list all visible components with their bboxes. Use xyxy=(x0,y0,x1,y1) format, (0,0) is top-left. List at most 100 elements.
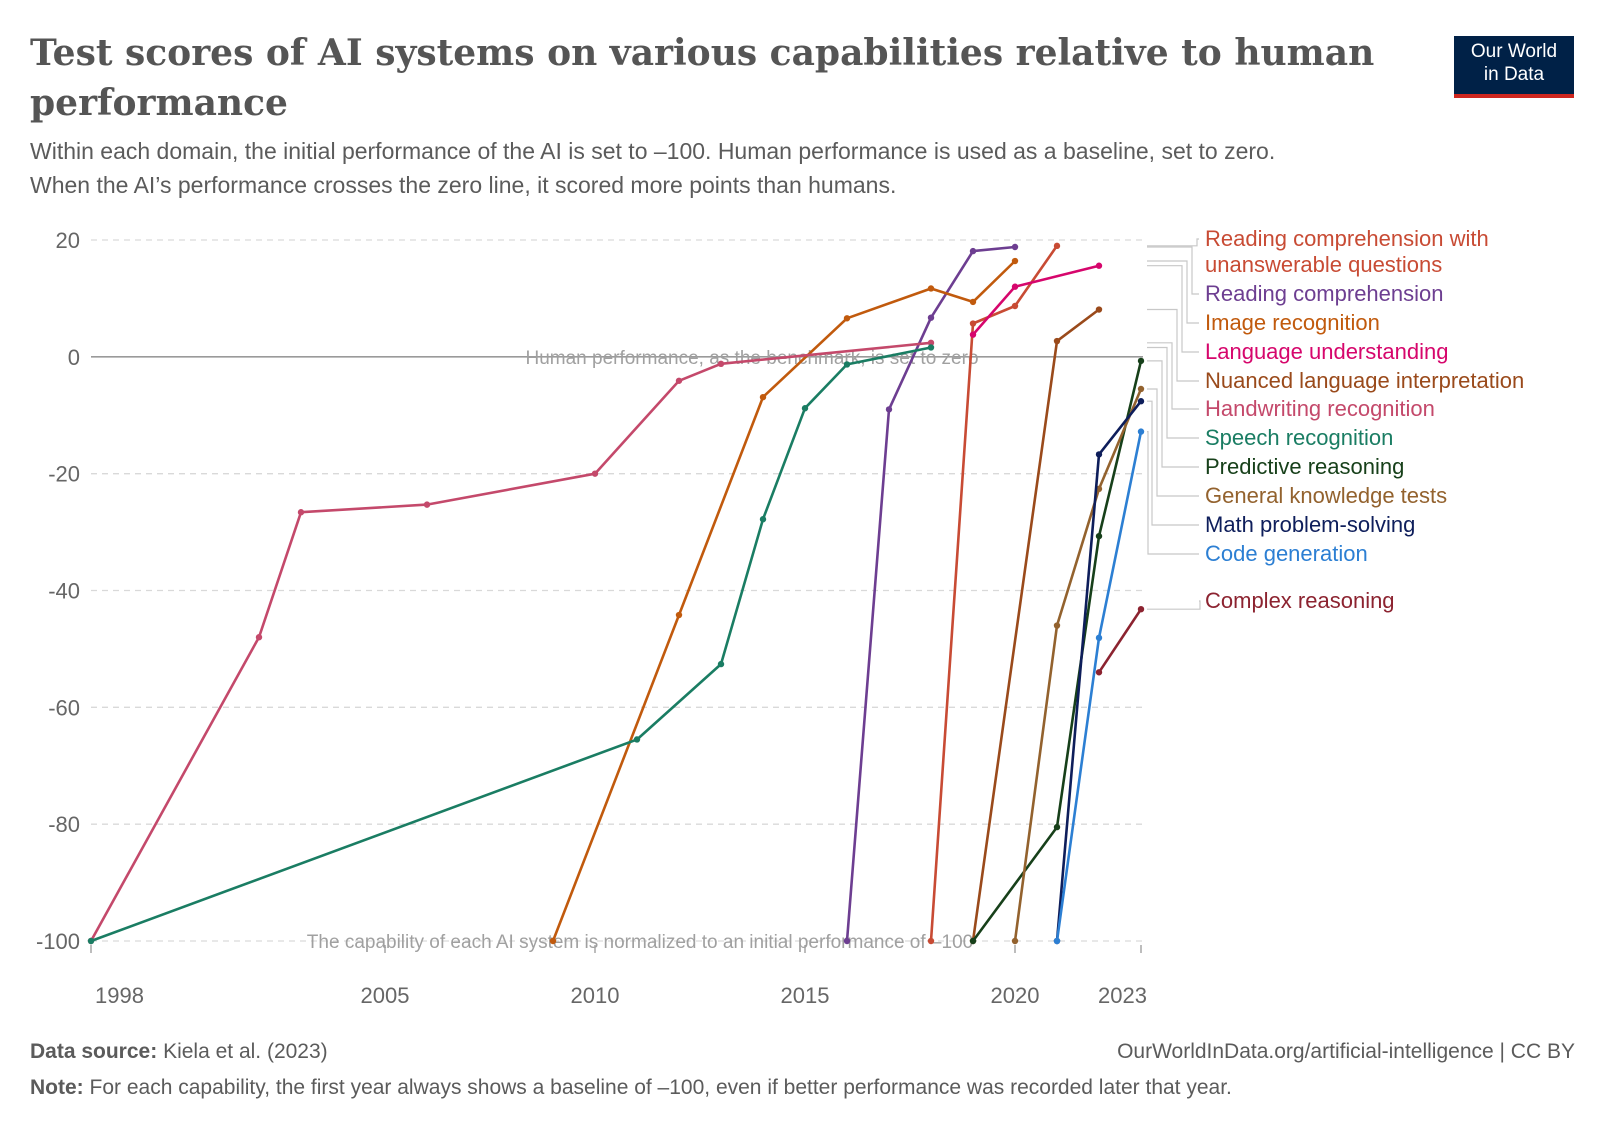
y-tick-label: -100 xyxy=(36,929,80,954)
legend-connector xyxy=(1147,265,1199,353)
data-point-code-generation xyxy=(1137,428,1145,435)
source-label: Data source: xyxy=(30,1040,158,1063)
data-point-speech-recognition xyxy=(633,736,641,743)
human-performance-annotation: Human performance, as the benchmark, is … xyxy=(525,348,978,369)
legend-label-complex-reasoning: Complex reasoning xyxy=(1205,588,1395,613)
baseline-annotation: The capability of each AI system is norm… xyxy=(307,932,973,953)
data-point-predictive-reasoning xyxy=(1095,532,1103,540)
y-tick-label: -40 xyxy=(48,579,80,604)
data-point-speech-recognition xyxy=(87,937,95,945)
data-point-image-recognition xyxy=(675,611,683,619)
x-tick-label: 2005 xyxy=(361,983,410,1008)
legend-label-reading-comprehension-with-unanswerable-questions: Reading comprehension with unanswerable q… xyxy=(1205,226,1489,277)
legend-label-handwriting-recognition: Handwriting recognition xyxy=(1205,396,1435,421)
data-point-image-recognition xyxy=(549,937,557,945)
data-point-code-generation xyxy=(1053,937,1061,945)
source-url[interactable]: OurWorldInData.org/artificial-intelligen… xyxy=(1117,1040,1575,1063)
legend-connector xyxy=(1147,342,1199,410)
data-point-reading-comprehension xyxy=(843,937,851,945)
logo-line-2: in Data xyxy=(1483,64,1545,85)
legend-label-reading-comprehension: Reading comprehension xyxy=(1205,281,1444,306)
legend-label-general-knowledge-tests: General knowledge tests xyxy=(1205,483,1447,508)
data-point-reading-comprehension xyxy=(885,406,893,413)
series-line-general-knowledge-tests xyxy=(1013,388,1143,942)
data-point-complex-reasoning xyxy=(1137,605,1145,613)
data-point-handwriting-recognition xyxy=(927,339,935,347)
legend-connector xyxy=(1147,431,1199,555)
y-tick-label: 20 xyxy=(56,228,80,253)
data-point-reading-comprehension-with-unanswerable-questions xyxy=(1011,302,1019,310)
data-point-code-generation xyxy=(1095,634,1103,642)
legend-label-math-problem-solving: Math problem-solving xyxy=(1205,512,1415,537)
x-tick-label: 2010 xyxy=(571,983,620,1008)
series-line-speech-recognition xyxy=(90,346,932,943)
data-point-language-understanding xyxy=(1011,283,1019,290)
series-line-reading-comprehension-with-unanswerable-questions xyxy=(929,245,1059,942)
chart-subtitle: Within each domain, the initial performa… xyxy=(30,134,1550,202)
data-point-image-recognition xyxy=(843,315,851,322)
subtitle-line-1: Within each domain, the initial performa… xyxy=(30,138,1276,164)
y-tick-label: -60 xyxy=(48,695,80,720)
subtitle-line-2: When the AI’s performance crosses the ze… xyxy=(30,172,897,198)
legend-connector xyxy=(1147,246,1199,295)
legend-connector xyxy=(1147,260,1199,324)
owid-logo[interactable]: Our World in Data xyxy=(1454,36,1574,98)
legend-connector xyxy=(1147,308,1199,382)
legend-label-image-recognition: Image recognition xyxy=(1205,310,1380,335)
data-point-reading-comprehension xyxy=(1011,243,1019,251)
series-line-nuanced-language-interpretation xyxy=(971,308,1100,942)
data-point-complex-reasoning xyxy=(1095,669,1103,676)
data-source: Data source: Kiela et al. (2023) xyxy=(30,1040,1575,1064)
x-tick-label: 2020 xyxy=(991,983,1040,1008)
line-chart: 20 0 -20 -40 -60 -80 -100 1998 2005 2010 2015 2020 2… xyxy=(36,226,1524,1008)
data-point-nuanced-language-interpretation xyxy=(1095,306,1103,313)
legend-connector xyxy=(1147,600,1201,610)
data-point-handwriting-recognition xyxy=(675,377,683,384)
legend-connector xyxy=(1147,388,1199,497)
data-point-nuanced-language-interpretation xyxy=(1053,337,1061,345)
data-point-predictive-reasoning xyxy=(1053,823,1061,831)
data-point-speech-recognition xyxy=(759,516,767,523)
data-point-speech-recognition xyxy=(927,344,935,351)
data-point-general-knowledge-tests xyxy=(1053,622,1061,629)
data-point-handwriting-recognition xyxy=(297,509,305,516)
data-point-reading-comprehension-with-unanswerable-questions xyxy=(969,320,977,327)
series-line-handwriting-recognition xyxy=(89,341,932,942)
legend-label-speech-recognition: Speech recognition xyxy=(1205,425,1393,450)
data-point-predictive-reasoning xyxy=(969,937,977,945)
legend-connector xyxy=(1147,360,1199,468)
data-point-handwriting-recognition xyxy=(255,634,263,641)
data-point-image-recognition xyxy=(969,298,977,306)
y-tick-label: 0 xyxy=(68,345,80,370)
data-point-image-recognition xyxy=(927,285,935,292)
data-point-handwriting-recognition xyxy=(423,501,431,508)
series-line-complex-reasoning xyxy=(1097,608,1143,674)
series-line-predictive-reasoning xyxy=(971,360,1143,942)
data-point-image-recognition xyxy=(1011,257,1019,265)
x-tick-label: 2023 xyxy=(1098,983,1147,1008)
y-tick-label: -20 xyxy=(48,462,80,487)
note-text: For each capability, the first year alwa… xyxy=(89,1076,1232,1099)
data-point-math-problem-solving xyxy=(1137,398,1145,405)
data-point-language-understanding xyxy=(969,331,977,338)
data-point-image-recognition xyxy=(759,393,767,401)
x-tick-label: 1998 xyxy=(95,983,144,1008)
data-point-math-problem-solving xyxy=(1095,451,1103,458)
source-text[interactable]: Kiela et al. (2023) xyxy=(163,1040,328,1063)
legend-label-predictive-reasoning: Predictive reasoning xyxy=(1205,454,1404,479)
chart-note: Note: For each capability, the first yea… xyxy=(30,1076,1575,1100)
data-point-reading-comprehension xyxy=(969,247,977,255)
data-point-general-knowledge-tests xyxy=(1011,937,1019,945)
data-point-language-understanding xyxy=(1095,262,1103,269)
x-tick-label: 2015 xyxy=(781,983,830,1008)
series-line-code-generation xyxy=(1055,431,1143,942)
note-label: Note: xyxy=(30,1076,84,1099)
legend-connector xyxy=(1147,238,1199,247)
data-point-handwriting-recognition xyxy=(717,360,725,368)
data-point-reading-comprehension-with-unanswerable-questions xyxy=(1053,242,1061,250)
logo-line-1: Our World xyxy=(1470,41,1558,62)
data-point-handwriting-recognition xyxy=(591,470,599,477)
data-point-speech-recognition xyxy=(843,361,851,368)
chart-title: Test scores of AI systems on various cap… xyxy=(30,32,1375,124)
legend-label-code-generation: Code generation xyxy=(1205,541,1368,566)
